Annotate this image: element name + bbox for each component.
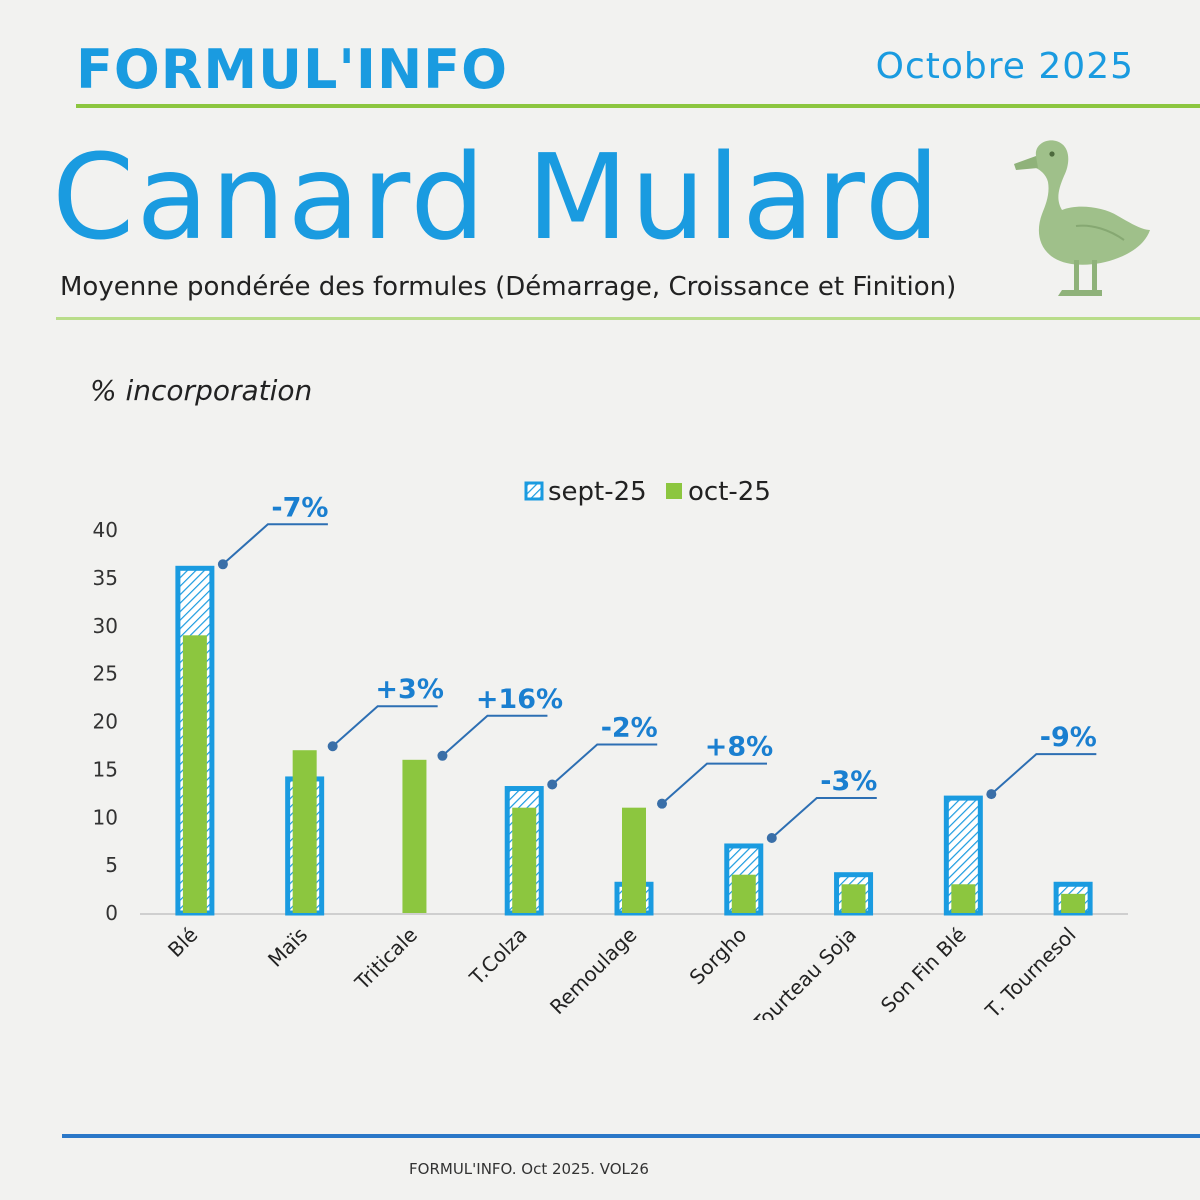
- bar-oct-25: [841, 884, 866, 913]
- mid-divider: [56, 317, 1200, 320]
- bar-oct-25: [731, 874, 756, 913]
- bottom-divider: [62, 1134, 1200, 1138]
- annotation-dot: [986, 789, 997, 800]
- annotation-leader: [332, 705, 438, 747]
- annotation-label: -3%: [820, 766, 877, 797]
- y-tick-label: 35: [93, 566, 118, 590]
- y-tick-label: 0: [105, 901, 118, 925]
- top-divider: [76, 104, 1200, 108]
- annotation-dot: [217, 559, 228, 570]
- annotation-label: -2%: [601, 713, 658, 744]
- annotation-dot: [437, 750, 448, 761]
- annotation-dot: [657, 798, 667, 809]
- y-axis-title: % incorporation: [90, 374, 313, 407]
- brand-title: FORMUL'INFO: [76, 38, 508, 101]
- annotation-label: +8%: [705, 732, 773, 763]
- x-tick-label: Son Fin Blé: [876, 923, 971, 1018]
- x-tick-label: Blé: [163, 923, 202, 962]
- annotation-leader: [661, 762, 767, 805]
- x-tick-label: Tourteau Soja: [747, 923, 861, 1020]
- issue-date: Octobre 2025: [875, 46, 1134, 87]
- bar-oct-25: [512, 807, 537, 913]
- bar-oct-25: [292, 750, 317, 913]
- annotation-label: +3%: [375, 674, 443, 705]
- annotation-leader: [990, 753, 1097, 795]
- legend-swatch-oct: [666, 483, 682, 499]
- x-tick-label: T.Colza: [464, 923, 532, 991]
- legend-label-sept: sept-25: [548, 477, 647, 507]
- duck-icon: [1006, 134, 1156, 308]
- annotation-dot: [327, 741, 338, 752]
- page-title: Canard Mulard: [52, 128, 942, 266]
- bar-oct-25: [402, 759, 427, 913]
- annotation-leader: [441, 714, 548, 757]
- x-tick-label: Remoulage: [545, 923, 642, 1020]
- x-tick-label: T. Tournesol: [980, 923, 1081, 1020]
- x-tick-label: Sorgho: [685, 923, 752, 990]
- page-subtitle: Moyenne pondérée des formules (Démarrage…: [60, 272, 957, 302]
- x-tick-label: Maïs: [263, 923, 312, 972]
- bar-oct-25: [1061, 893, 1086, 913]
- y-tick-label: 30: [93, 614, 118, 638]
- annotation-dot: [547, 779, 558, 790]
- annotation-leader: [551, 743, 658, 786]
- y-tick-label: 10: [93, 805, 118, 829]
- annotation-dot: [766, 833, 777, 843]
- y-tick-label: 25: [93, 662, 118, 686]
- bar-oct-25: [622, 807, 646, 913]
- annotation-leader: [771, 797, 877, 839]
- bar-oct-25: [951, 884, 976, 913]
- annotation-label: -7%: [271, 492, 328, 523]
- footer-text: FORMUL'INFO. Oct 2025. VOL26: [409, 1160, 649, 1178]
- legend-swatch-sept: [524, 481, 544, 501]
- annotation-label: +16%: [476, 684, 563, 715]
- y-tick-label: 40: [93, 518, 118, 542]
- y-tick-label: 5: [105, 853, 118, 877]
- y-tick-label: 15: [93, 757, 118, 781]
- annotation-label: -9%: [1040, 722, 1097, 753]
- annotation-leader: [222, 523, 328, 566]
- bar-oct-25: [182, 635, 207, 913]
- legend-label-oct: oct-25: [688, 477, 771, 507]
- y-tick-label: 20: [93, 710, 118, 734]
- x-tick-label: Triticale: [349, 923, 422, 996]
- bar-chart: sept-25 oct-25 0 5 10 15 20 25 30 35 40 Blé Maïs Tr…: [93, 477, 1128, 1020]
